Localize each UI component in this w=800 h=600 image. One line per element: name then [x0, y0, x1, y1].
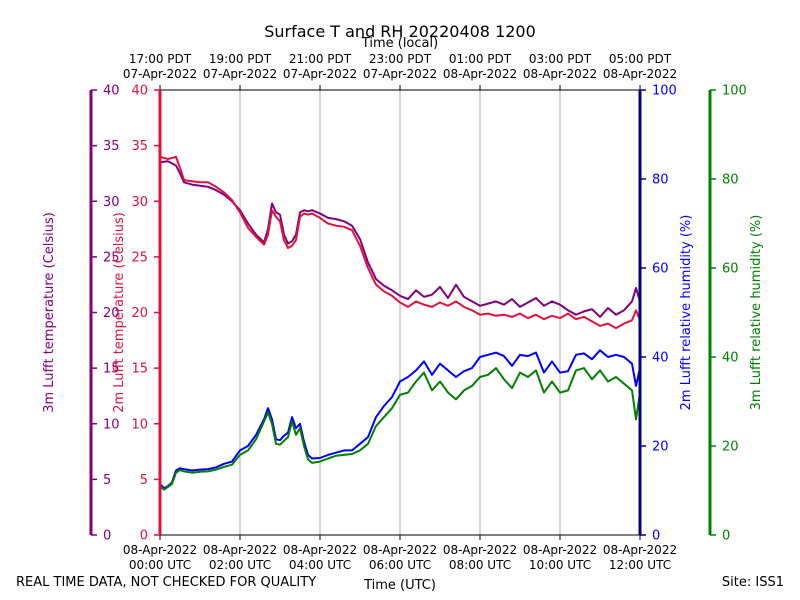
x-tick-label-date: 08-Apr-2022 [443, 543, 517, 557]
x-tick-label-time: 04:00 UTC [289, 558, 351, 572]
top-tick-label-time: 05:00 PDT [609, 52, 672, 66]
top-tick-label-date: 07-Apr-2022 [203, 67, 277, 81]
top-tick-label-date: 07-Apr-2022 [123, 67, 197, 81]
y-tick-label-temp2m: 5 [140, 473, 148, 488]
x-tick-label-time: 00:00 UTC [129, 558, 191, 572]
y-tick-label-temp2m: 35 [131, 139, 148, 154]
top-tick-label-time: 21:00 PDT [289, 52, 352, 66]
top-tick-label-time: 03:00 PDT [529, 52, 592, 66]
y-tick-label-rh2m: 100 [652, 84, 677, 99]
top-tick-label-date: 08-Apr-2022 [443, 67, 517, 81]
top-tick-label-time: 01:00 PDT [449, 52, 512, 66]
top-tick-label-time: 17:00 PDT [129, 52, 192, 66]
y-tick-label-rh3m: 40 [722, 351, 739, 366]
gridlines [239, 90, 561, 535]
top-axis-label: Time (local) [361, 36, 438, 51]
y-tick-label-rh3m: 60 [722, 262, 739, 277]
y-tick-label-temp3m: 5 [103, 473, 111, 488]
series-line-rh3m [159, 367, 641, 491]
y-tick-label-temp2m: 40 [131, 84, 148, 99]
top-tick-label-date: 07-Apr-2022 [283, 67, 357, 81]
x-tick-label-date: 08-Apr-2022 [363, 543, 437, 557]
y-tick-label-temp2m: 20 [131, 306, 148, 321]
y-axis-label-rh3m: 3m Lufft relative humidity (%) [749, 215, 764, 411]
y-tick-label-temp3m: 35 [103, 139, 120, 154]
y-tick-label-temp3m: 15 [103, 362, 120, 377]
y-tick-label-rh2m: 20 [652, 440, 669, 455]
x-tick-label-date: 08-Apr-2022 [123, 543, 197, 557]
y-tick-label-temp3m: 30 [103, 195, 120, 210]
site-label: Site: ISS1 [721, 575, 784, 590]
y-axis-label-temp3m: 3m Lufft temperature (Celsius) [42, 212, 57, 413]
y-tick-label-temp3m: 20 [103, 306, 120, 321]
y-tick-label-rh2m: 60 [652, 262, 669, 277]
y-tick-label-rh3m: 20 [722, 440, 739, 455]
y-tick-label-temp2m: 0 [140, 529, 148, 544]
quality-disclaimer: REAL TIME DATA, NOT CHECKED FOR QUALITY [16, 575, 317, 590]
x-tick-label-time: 10:00 UTC [529, 558, 591, 572]
y-tick-label-temp3m: 10 [103, 417, 120, 432]
chart-title: Surface T and RH 20220408 1200 [264, 22, 536, 41]
y-tick-label-temp3m: 40 [103, 84, 120, 99]
x-tick-label-time: 08:00 UTC [449, 558, 511, 572]
y-tick-label-temp2m: 15 [131, 362, 148, 377]
y-tick-label-temp2m: 30 [131, 195, 148, 210]
y-tick-label-rh2m: 40 [652, 351, 669, 366]
x-tick-label-date: 08-Apr-2022 [203, 543, 277, 557]
y-tick-label-rh3m: 80 [722, 173, 739, 188]
y-axis-label-temp2m: 2m Lufft temperature (Celsius) [112, 212, 127, 413]
top-tick-label-date: 08-Apr-2022 [523, 67, 597, 81]
top-tick-label-date: 08-Apr-2022 [603, 67, 677, 81]
y-tick-label-rh2m: 0 [652, 529, 660, 544]
x-tick-label-date: 08-Apr-2022 [603, 543, 677, 557]
x-tick-label-time: 12:00 UTC [609, 558, 671, 572]
top-tick-label-time: 19:00 PDT [209, 52, 272, 66]
top-tick-label-date: 07-Apr-2022 [363, 67, 437, 81]
y-tick-label-temp3m: 25 [103, 250, 120, 265]
x-tick-label-date: 08-Apr-2022 [283, 543, 357, 557]
y-tick-label-temp2m: 10 [131, 417, 148, 432]
y-tick-label-rh3m: 100 [722, 84, 747, 99]
series-line-temp2m [159, 155, 641, 330]
x-tick-label-date: 08-Apr-2022 [523, 543, 597, 557]
y-tick-label-temp3m: 0 [103, 529, 111, 544]
y-tick-label-temp2m: 25 [131, 250, 148, 265]
series-line-rh2m [159, 349, 641, 490]
y-axis-label-rh2m: 2m Lufft relative humidity (%) [679, 215, 694, 411]
top-tick-label-time: 23:00 PDT [369, 52, 432, 66]
x-axis-label: Time (UTC) [363, 578, 436, 593]
y-tick-label-rh2m: 80 [652, 173, 669, 188]
y-tick-label-rh3m: 0 [722, 529, 730, 544]
x-tick-label-time: 06:00 UTC [369, 558, 431, 572]
x-tick-label-time: 02:00 UTC [209, 558, 271, 572]
series-line-temp3m [159, 160, 641, 318]
series-lines [159, 155, 641, 491]
